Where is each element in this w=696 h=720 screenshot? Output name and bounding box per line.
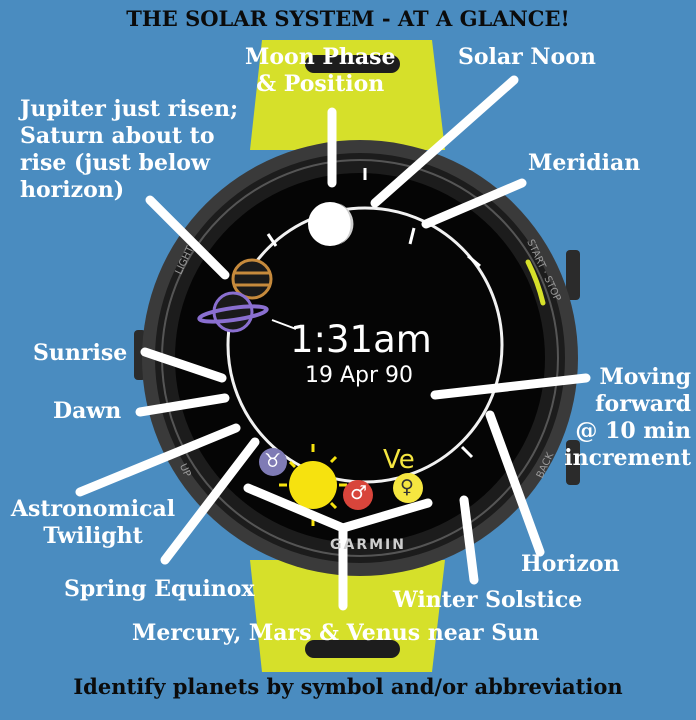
watch-date: 19 Apr 90 bbox=[305, 363, 414, 388]
venus-symbol: ♀ bbox=[400, 476, 414, 498]
label-horizon: Horizon bbox=[521, 551, 620, 577]
label-dawn: Dawn bbox=[53, 398, 122, 424]
page-title: THE SOLAR SYSTEM - AT A GLANCE! bbox=[126, 6, 570, 31]
label-meridian: Meridian bbox=[528, 150, 641, 176]
label-moon-phase: Moon Phase & Position bbox=[245, 44, 396, 97]
label-winter-solstice: Winter Solstice bbox=[393, 587, 583, 613]
footer-caption: Identify planets by symbol and/or abbrev… bbox=[73, 674, 623, 699]
jupiter-icon bbox=[231, 258, 273, 300]
mars-symbol: ♂ bbox=[350, 482, 368, 504]
venus-abbrev: Ve bbox=[383, 445, 415, 475]
watch-strap bbox=[250, 40, 445, 672]
watch-time: 1:31am bbox=[290, 318, 432, 361]
mars-icon bbox=[343, 480, 373, 510]
label-sunrise: Sunrise bbox=[33, 340, 128, 366]
label-spring-equinox: Spring Equinox bbox=[64, 576, 255, 602]
moon-icon bbox=[308, 202, 352, 246]
side-button bbox=[566, 250, 580, 300]
label-astronomical-twilight: Astronomical Twilight bbox=[10, 496, 176, 549]
label-solar-noon: Solar Noon bbox=[458, 44, 596, 70]
venus-icon bbox=[393, 473, 423, 503]
annotation-lines bbox=[75, 75, 591, 611]
taurus-symbol: ♉ bbox=[264, 450, 282, 472]
side-button bbox=[566, 440, 580, 485]
saturn-icon bbox=[197, 291, 269, 333]
label-moving-forward: Moving forward @ 10 min increment bbox=[564, 364, 691, 471]
label-mercury-mars-venus: Mercury, Mars & Venus near Sun bbox=[132, 620, 540, 646]
brand-logo: GARMIN bbox=[330, 537, 406, 553]
mercury-icon bbox=[259, 448, 287, 476]
label-jupiter-saturn: Jupiter just risen; Saturn about to rise… bbox=[20, 96, 239, 203]
progress-arc bbox=[525, 259, 546, 306]
